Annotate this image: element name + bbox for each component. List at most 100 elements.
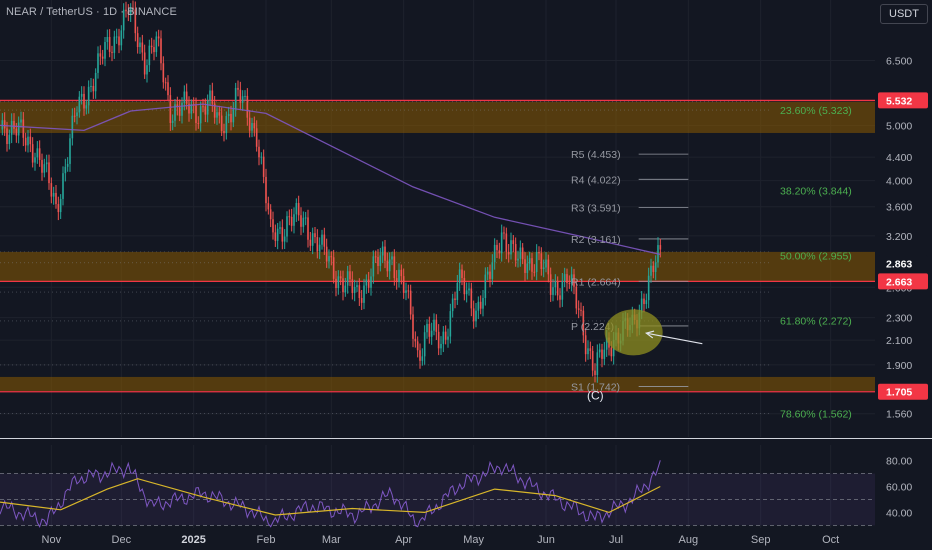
candle	[80, 86, 83, 105]
candle-body	[316, 237, 319, 252]
candle	[591, 345, 594, 377]
candle	[232, 101, 235, 128]
candle	[83, 86, 85, 116]
candle-body	[449, 311, 452, 337]
candle	[288, 209, 291, 226]
candle	[309, 232, 312, 252]
candle-body	[405, 290, 407, 293]
candle-body	[514, 244, 517, 261]
candle	[563, 267, 566, 288]
candle-body	[556, 281, 559, 296]
candle-body	[258, 146, 260, 158]
candle	[17, 116, 20, 144]
candle	[477, 296, 480, 319]
candle	[108, 29, 111, 58]
candle-body	[328, 256, 330, 262]
candle-body	[160, 38, 162, 64]
candle-body	[454, 298, 456, 301]
price-tick: 2.100	[886, 335, 912, 347]
candle-body	[80, 93, 83, 97]
candle-body	[94, 72, 97, 92]
time-tick: Mar	[321, 534, 341, 546]
candle-body	[414, 338, 417, 342]
candle-body	[554, 281, 557, 288]
candle	[167, 75, 169, 101]
currency-button[interactable]: USDT	[880, 4, 928, 24]
candle-body	[104, 42, 106, 59]
candle-body	[472, 308, 475, 322]
candle	[479, 295, 482, 315]
candle	[519, 240, 522, 267]
candle	[491, 254, 494, 285]
candle	[269, 204, 272, 228]
candle	[475, 303, 477, 328]
candle-body	[409, 290, 412, 315]
candle-body	[297, 203, 300, 216]
candle-body	[428, 323, 431, 337]
candle-body	[603, 349, 606, 359]
candle	[197, 116, 200, 129]
candle-body	[395, 278, 398, 283]
time-axis[interactable]: Nov Dec 2025 Feb Mar Apr May Jun Jul Aug Sep Oct	[0, 530, 932, 550]
candle	[430, 322, 433, 345]
candle	[281, 219, 284, 250]
candle-body	[374, 256, 377, 258]
candle	[367, 271, 370, 293]
price-axis[interactable]: 6.5005.0004.4004.0003.6003.2002.6002.300…	[875, 0, 932, 437]
candle	[514, 237, 517, 267]
pivot-label: R2 (3.161)	[571, 234, 621, 246]
candle	[6, 121, 8, 152]
candle	[384, 239, 386, 269]
candle	[496, 239, 498, 259]
candle	[603, 341, 606, 366]
candle	[239, 81, 242, 110]
pivot-label: S1 (1.742)	[571, 381, 620, 393]
candle-body	[407, 290, 410, 292]
candle	[160, 30, 162, 71]
candle-body	[136, 33, 139, 48]
candle	[414, 331, 417, 348]
candle	[426, 319, 428, 339]
candle-body	[426, 323, 428, 333]
candle	[570, 266, 573, 292]
candle	[260, 152, 263, 165]
candle-body	[484, 274, 487, 298]
candle-body	[38, 148, 41, 160]
candle-body	[547, 259, 550, 275]
candle	[162, 56, 165, 89]
candle-body	[171, 120, 174, 124]
candle-body	[6, 128, 8, 144]
candle-body	[535, 251, 538, 273]
price-label-bg	[878, 383, 928, 400]
candle-body	[318, 244, 321, 252]
candle	[601, 343, 603, 368]
candle	[188, 96, 190, 122]
candle	[321, 229, 323, 250]
candle-body	[20, 119, 22, 123]
candle	[225, 111, 228, 140]
rsi-panel[interactable]: 80.00 60.00 40.00	[0, 440, 932, 528]
arrow-head	[644, 330, 655, 339]
candle-body	[447, 336, 449, 340]
candle	[164, 77, 167, 91]
candle-body	[433, 319, 435, 331]
candle	[293, 207, 295, 234]
candle	[547, 254, 550, 283]
candle-body	[470, 288, 473, 309]
candle	[311, 227, 314, 255]
candle	[456, 274, 459, 305]
candle-body	[227, 113, 230, 117]
candle	[381, 241, 384, 264]
candle-body	[465, 290, 468, 295]
price-tick: 1.560	[886, 409, 912, 421]
candle-body	[15, 128, 18, 136]
candle-body	[654, 262, 657, 272]
candle-body	[132, 7, 134, 10]
candle	[391, 251, 393, 266]
candle-body	[545, 259, 547, 268]
candle	[416, 336, 419, 358]
candle	[587, 340, 589, 360]
candle-body	[108, 37, 111, 52]
candle-body	[64, 166, 67, 174]
